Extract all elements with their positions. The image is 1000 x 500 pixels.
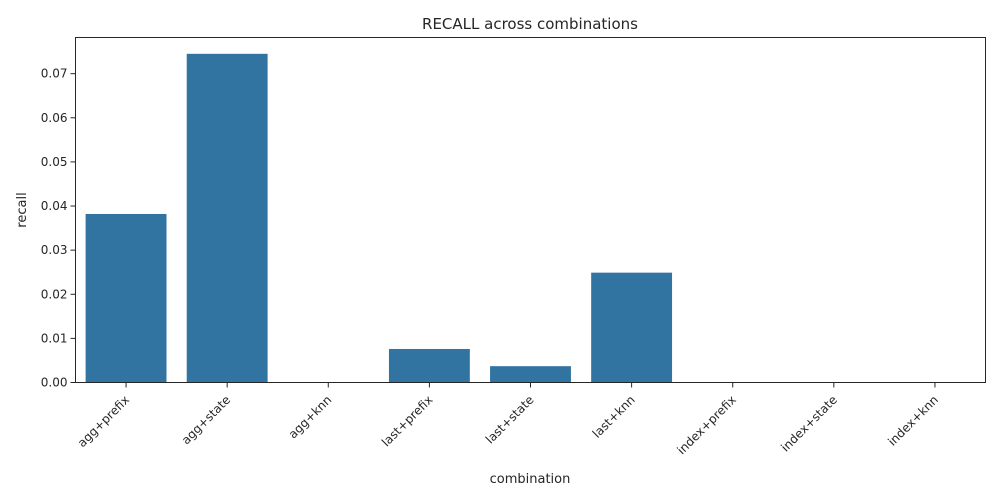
x-tick-label: index+knn — [885, 393, 941, 449]
x-tick-label: last+prefix — [379, 393, 436, 450]
x-axis-label: combination — [490, 472, 571, 487]
y-tick-label: 0.07 — [41, 67, 68, 81]
bar-last+prefix — [388, 348, 470, 383]
chart-title: RECALL across combinations — [422, 15, 638, 33]
y-tick-label: 0.02 — [41, 287, 68, 301]
x-tick-label: agg+knn — [286, 393, 335, 442]
y-axis-ticks: 0.00 0.01 0.02 0.03 0.04 0.05 0.06 0.07 — [41, 67, 76, 390]
y-tick-label: 0.01 — [41, 331, 68, 345]
bar-last+knn — [591, 272, 673, 383]
y-tick-label: 0.04 — [41, 199, 68, 213]
y-tick-label: 0.03 — [41, 243, 68, 257]
x-tick-label: agg+prefix — [75, 393, 132, 450]
y-tick-label: 0.00 — [41, 376, 68, 390]
x-tick-label: index+state — [778, 393, 840, 455]
bars-group — [85, 53, 673, 383]
y-tick-label: 0.05 — [41, 155, 68, 169]
y-axis-label: recall — [15, 192, 30, 227]
x-tick-label: last+knn — [590, 393, 638, 441]
bar-agg+prefix — [85, 213, 167, 383]
x-tick-label: agg+state — [179, 393, 233, 447]
bar-last+state — [490, 366, 571, 383]
plot-frame — [75, 37, 986, 383]
y-tick-label: 0.06 — [41, 111, 68, 125]
x-axis-ticks: agg+prefix agg+state agg+knn last+prefix las… — [75, 382, 941, 458]
x-tick-label: last+state — [483, 393, 537, 447]
bar-agg+state — [186, 53, 268, 383]
x-tick-label: index+prefix — [674, 393, 739, 458]
